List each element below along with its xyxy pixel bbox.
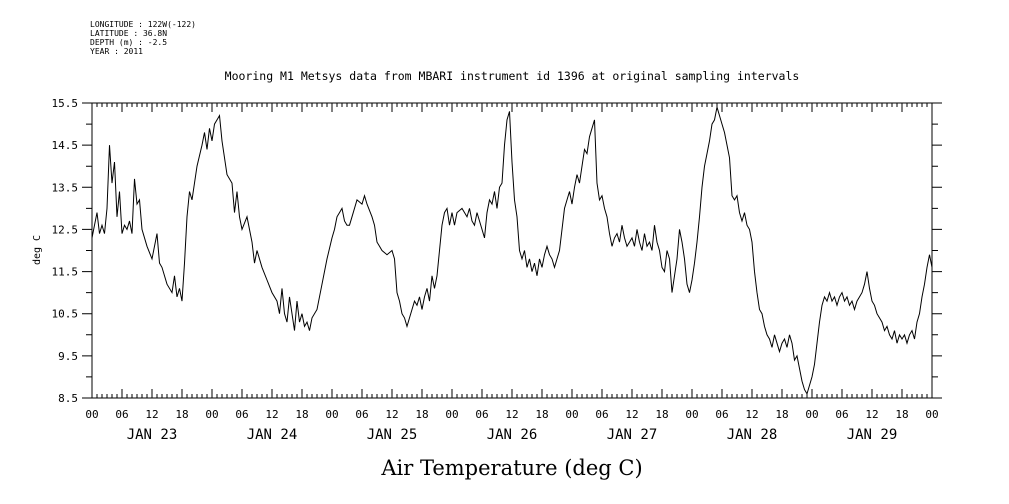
y-tick-label: 11.5 (52, 266, 79, 279)
day-label: JAN 29 (847, 427, 898, 443)
x-tick-label: 00 (805, 408, 818, 421)
x-tick-label: 06 (355, 408, 368, 421)
x-tick-label: 12 (505, 408, 518, 421)
x-tick-label: 12 (865, 408, 878, 421)
x-tick-label: 06 (115, 408, 128, 421)
y-tick-label: 14.5 (52, 139, 79, 152)
x-tick-label: 12 (385, 408, 398, 421)
longitude-text: LONGITUDE : 122W(-122) (90, 20, 196, 29)
x-tick-label: 06 (835, 408, 848, 421)
day-label: JAN 26 (487, 427, 538, 443)
y-tick-label: 8.5 (58, 392, 78, 405)
metadata-block: LONGITUDE : 122W(-122) LATITUDE : 36.8N … (90, 20, 196, 56)
axis-ticks (82, 102, 942, 399)
y-tick-label: 15.5 (52, 97, 79, 110)
x-tick-label: 00 (925, 408, 938, 421)
x-tick-label: 18 (535, 408, 548, 421)
day-labels: JAN 23 JAN 24 JAN 25 JAN 26 JAN 27 JAN 28 JAN … (127, 427, 898, 443)
year-text: YEAR : 2011 (90, 47, 143, 56)
y-tick-label: 12.5 (52, 223, 79, 236)
x-tick-label: 12 (625, 408, 638, 421)
x-tick-label: 06 (595, 408, 608, 421)
x-tick-label: 18 (775, 408, 788, 421)
x-tick-label: 12 (145, 408, 158, 421)
x-tick-label: 12 (745, 408, 758, 421)
tick-marks (82, 102, 942, 399)
x-tick-label: 00 (205, 408, 218, 421)
x-tick-label: 00 (85, 408, 98, 421)
y-tick-label: 10.5 (52, 308, 79, 321)
series-line (91, 107, 933, 396)
x-tick-label: 00 (325, 408, 338, 421)
x-tick-label: 06 (715, 408, 728, 421)
x-tick-label: 18 (415, 408, 428, 421)
x-tick-label: 18 (175, 408, 188, 421)
day-label: JAN 25 (367, 427, 418, 443)
y-tick-label: 13.5 (52, 181, 79, 194)
x-tick-label: 18 (655, 408, 668, 421)
day-label: JAN 28 (727, 427, 778, 443)
chart-title: Mooring M1 Metsys data from MBARI instru… (225, 69, 800, 83)
x-tick-label: 18 (895, 408, 908, 421)
y-tick-label: 9.5 (58, 350, 78, 363)
x-tick-label: 00 (445, 408, 458, 421)
x-tick-label: 06 (475, 408, 488, 421)
x-tick-label: 00 (685, 408, 698, 421)
y-axis-label: deg C (32, 235, 43, 265)
day-label: JAN 27 (607, 427, 658, 443)
day-label: JAN 23 (127, 427, 178, 443)
y-tick-labels: 15.5 14.5 13.5 12.5 11.5 10.5 9.5 8.5 (52, 97, 79, 405)
x-tick-label: 18 (295, 408, 308, 421)
day-label: JAN 24 (247, 427, 298, 443)
x-tick-label: 00 (565, 408, 578, 421)
x-tick-label: 06 (235, 408, 248, 421)
depth-text: DEPTH (m) : -2.5 (90, 38, 168, 47)
plot-frame (91, 102, 933, 399)
x-axis-label: Air Temperature (deg C) (380, 456, 642, 480)
latitude-text: LATITUDE : 36.8N (90, 29, 168, 38)
x-tick-labels: 00 06 12 18 00 06 12 18 00 06 12 18 00 06 12 18 00 06 12 18… (85, 408, 938, 421)
x-tick-label: 12 (265, 408, 278, 421)
